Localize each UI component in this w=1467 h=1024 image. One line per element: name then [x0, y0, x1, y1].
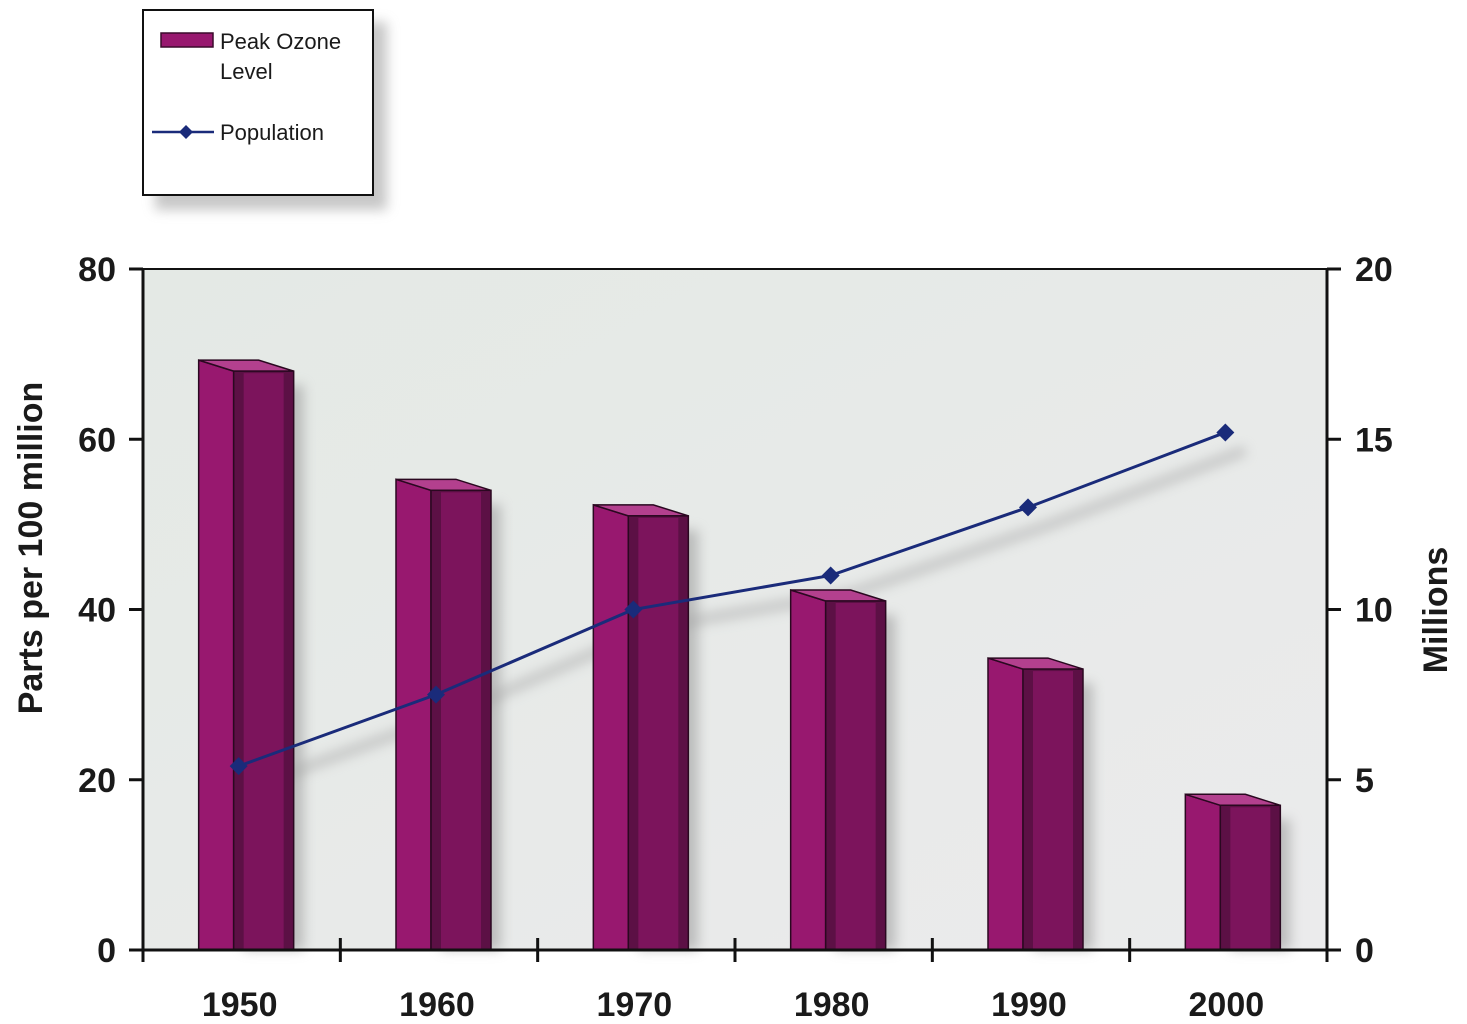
bar-highlight [243, 373, 284, 950]
y-axis-title-right: Millions [1417, 547, 1455, 674]
x-tick-label: 1960 [399, 986, 475, 1024]
y-tick-label-right: 0 [1355, 932, 1374, 970]
population-point [427, 685, 445, 704]
x-tick-label: 1980 [794, 986, 870, 1024]
legend-label-population: Population [220, 120, 324, 145]
legend-label-ozone-line1: Peak Ozone [220, 29, 341, 54]
y-tick-label-left: 80 [78, 251, 116, 289]
x-tick-label: 2000 [1189, 986, 1265, 1024]
legend: Peak Ozone Level Population [142, 9, 387, 210]
legend-swatch-ozone [160, 32, 214, 48]
population-point [821, 566, 840, 585]
y-tick-label-left: 60 [78, 421, 116, 459]
y-tick-label-right: 15 [1355, 421, 1393, 459]
y-tick-label-right: 10 [1355, 592, 1393, 630]
population-line [238, 431, 1226, 768]
bar-highlight [441, 492, 481, 950]
population-point [229, 757, 248, 776]
bar-side [987, 657, 1024, 951]
population-point [1216, 423, 1235, 442]
population-point [624, 600, 643, 619]
population-point [1019, 498, 1037, 517]
x-tick-label: 1970 [597, 986, 673, 1024]
bar-side [789, 588, 827, 951]
x-tick-label: 1950 [202, 986, 278, 1024]
y-tick-label-right: 5 [1355, 762, 1374, 800]
y-tick-label-left: 40 [78, 592, 116, 630]
y-axis-title-left: Parts per 100 million [12, 382, 50, 715]
bar-highlight [835, 602, 876, 950]
y-tick-label-left: 0 [97, 932, 116, 970]
legend-label-ozone-line2: Level [220, 59, 273, 84]
bar-highlight [1230, 807, 1271, 950]
bar-highlight [1033, 671, 1073, 950]
x-tick-label: 1990 [991, 986, 1067, 1024]
axes-layer: 0 20 40 60 80 0 5 10 15 20 1950 1960 1970 1980 1990 200… [78, 251, 1393, 1024]
bar-highlight [638, 517, 679, 950]
line-layer [229, 423, 1235, 776]
y-tick-label-right: 20 [1355, 251, 1393, 289]
bar-side [1184, 793, 1222, 951]
bar-side [197, 359, 235, 951]
y-tick-label-left: 20 [78, 762, 116, 800]
legend-marker-population [179, 125, 193, 139]
bar-side [395, 478, 432, 951]
bar-side [592, 503, 630, 951]
